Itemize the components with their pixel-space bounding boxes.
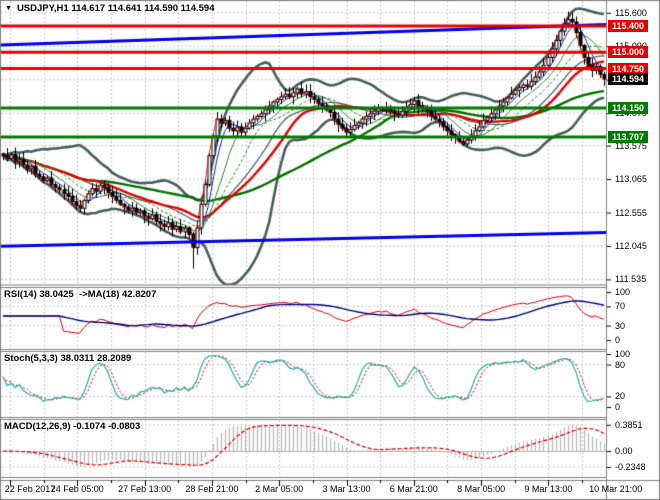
price-tick-label: 111.535 <box>615 274 647 285</box>
rsi-tick-label: 0 <box>615 335 621 345</box>
time-tick-label: 3 Mar 13:00 <box>322 484 371 494</box>
price-level-badge: 114.594 <box>608 72 649 85</box>
time-tick-label: 6 Mar 21:00 <box>389 484 438 494</box>
chart-dropdown-icon[interactable]: ▼ <box>5 5 12 12</box>
time-tick-label: 2 Mar 05:00 <box>255 484 304 494</box>
macd-tick-label: -0.2348 <box>615 461 646 472</box>
price-tick-label: 112.555 <box>615 207 647 218</box>
stoch-tick-label: 100 <box>615 349 631 359</box>
price-tick-label: 113.575 <box>615 140 647 151</box>
time-tick-label: 22 Feb 2017 <box>4 484 56 494</box>
rsi-tick-label: 100 <box>615 287 631 297</box>
price-level-badge: 114.150 <box>608 101 649 114</box>
price-level-badge: 115.000 <box>608 46 649 59</box>
time-tick-label: 24 Feb 05:00 <box>50 484 104 494</box>
chart-header: ▼ USDJPY,H1 114.617 114.641 114.590 114.… <box>5 3 215 14</box>
macd-panel-title: MACD(12,26,9) -0.1074 -0.0803 <box>4 421 141 432</box>
price-level-badge: 114.750 <box>608 62 649 75</box>
stoch-tick-label: 20 <box>615 391 626 402</box>
time-tick-label: 8 Mar 05:00 <box>457 484 506 494</box>
price-level-badge: 113.707 <box>608 130 649 143</box>
price-tick-label: 115.600 <box>615 7 647 18</box>
stoch-tick-label: 80 <box>615 359 626 370</box>
price-tick-label: 112.045 <box>615 240 647 251</box>
rsi-panel-title: RSI(14) 38.0425 ->MA(18) 42.8207 <box>4 289 157 300</box>
time-tick-label: 28 Feb 21:00 <box>185 484 239 494</box>
stoch-tick-label: 0 <box>615 402 621 412</box>
chart-title-ohlc: USDJPY,H1 114.617 114.641 114.590 114.59… <box>16 3 215 14</box>
time-tick-label: 10 Mar 21:00 <box>589 484 643 494</box>
price-tick-label: 113.065 <box>615 174 647 185</box>
rsi-tick-label: 30 <box>615 320 626 331</box>
price-level-badge: 115.400 <box>608 19 649 32</box>
stoch-panel-title: Stoch(5,3,3) 38.0311 28.2089 <box>4 353 132 364</box>
macd-tick-label: 0.00 <box>615 446 633 456</box>
time-tick-label: 9 Mar 13:00 <box>524 484 573 494</box>
macd-tick-label: 0.3851 <box>615 419 643 430</box>
time-tick-label: 27 Feb 13:00 <box>118 484 172 494</box>
rsi-tick-label: 70 <box>615 301 626 312</box>
